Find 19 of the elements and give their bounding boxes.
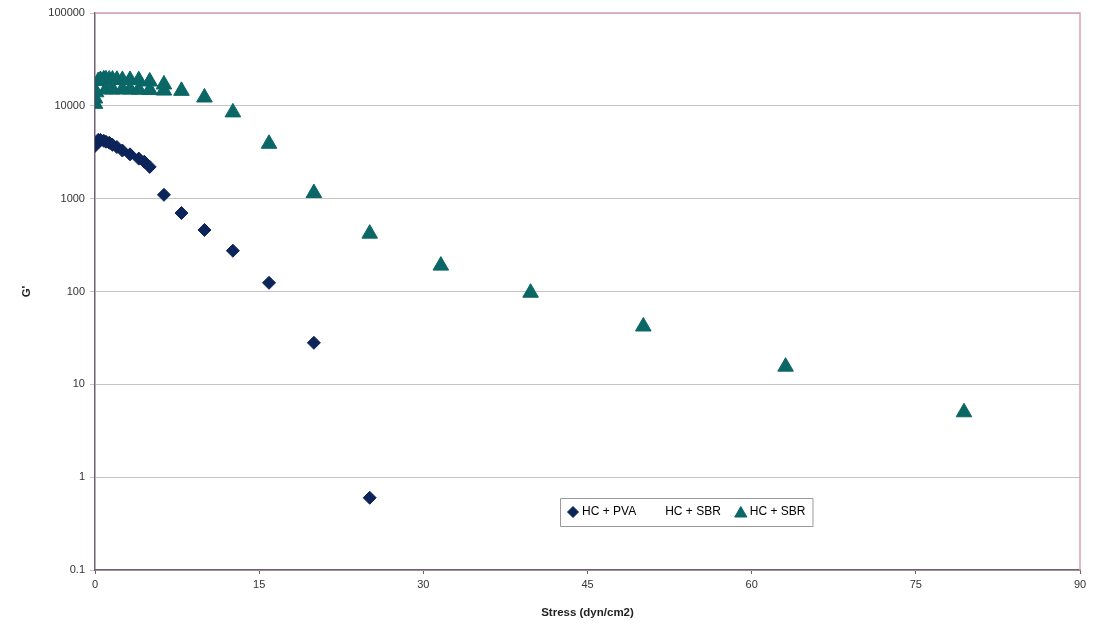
y-tick-label: 100000: [48, 6, 85, 19]
x-tick-label: 90: [1073, 577, 1087, 590]
text: HC + SBR: [665, 504, 722, 519]
y-axis-title: G': [20, 285, 33, 298]
y-tick-label: 1000: [60, 191, 85, 204]
x-tick-label: 15: [253, 577, 266, 590]
y-tick-label: 10: [72, 377, 85, 390]
y-tick-label: 100: [66, 284, 85, 297]
x-axis-title: Stress (dyn/cm2): [541, 606, 634, 619]
y-tick-label: 0.1: [69, 563, 85, 576]
legend-label: HC + PVA: [582, 504, 637, 519]
y-tick-label: 10000: [54, 98, 85, 111]
x-tick-label: 75: [909, 577, 922, 590]
x-tick-label: 45: [581, 577, 594, 590]
x-tick-label: 60: [745, 577, 758, 590]
x-tick-label: 30: [417, 577, 430, 590]
x-tick-label: 0: [91, 577, 99, 590]
legend-label: HC + SBR: [749, 504, 806, 519]
y-tick-label: 1: [78, 470, 85, 483]
